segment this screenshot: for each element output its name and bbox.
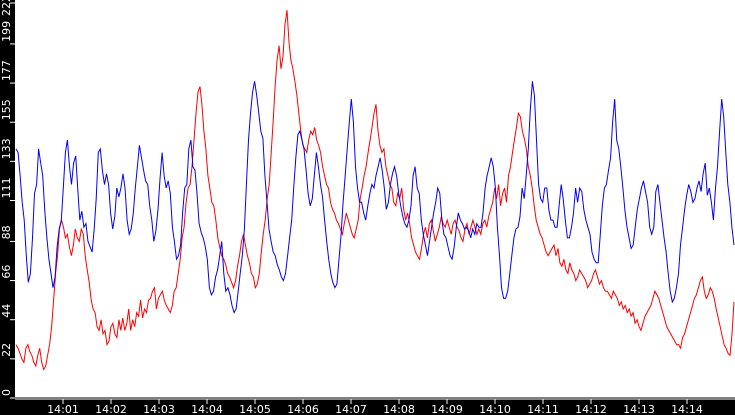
x-tick-label: 14:11 [527,403,559,415]
x-tick-label: 14:14 [671,403,703,415]
x-tick-label: 14:13 [623,403,655,415]
y-tick-label: 44 [0,304,13,318]
x-tick-label: 14:10 [479,403,511,415]
y-tick-label: 66 [0,265,13,279]
y-tick-label: 155 [0,99,13,120]
x-tick-label: 14:01 [47,403,79,415]
y-tick-label: 0 [0,389,13,396]
series-line-blue [15,81,735,314]
x-tick-label: 14:02 [95,403,127,415]
y-axis: 0 22 44 66 88 111 133 155 177 199 222 [0,0,15,399]
y-tick-label: 222 [0,0,13,16]
x-tick-label: 14:12 [575,403,607,415]
x-axis: 14:01 14:02 14:03 14:04 14:05 14:06 14:07 14:08… [47,399,703,415]
y-tick-label: 133 [0,138,13,159]
x-tick-label: 14:03 [143,403,175,415]
y-tick-label: 111 [0,178,13,199]
x-tick-label: 14:07 [335,403,367,415]
y-tick-label: 88 [0,225,13,239]
x-tick-label: 14:06 [287,403,319,415]
x-tick-label: 14:09 [431,403,463,415]
x-tick-label: 14:05 [239,403,271,415]
series-line-red [15,10,735,371]
y-tick-label: 22 [0,343,13,357]
series-layer [15,10,735,371]
x-tick-label: 14:04 [191,403,223,415]
x-tick-label: 14:08 [383,403,415,415]
plot-area [15,0,735,398]
y-tick-label: 199 [0,21,13,42]
y-tick-label: 177 [0,60,13,81]
